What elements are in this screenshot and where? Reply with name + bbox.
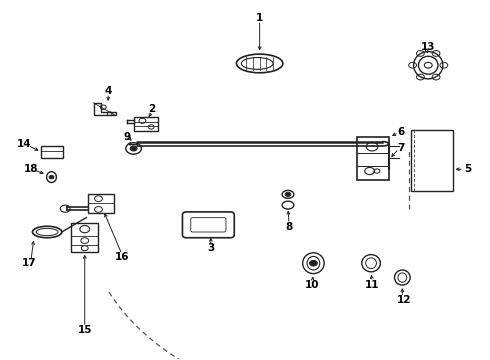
Text: 7: 7 [398,143,405,153]
Text: 11: 11 [365,280,379,290]
Text: 18: 18 [24,164,38,174]
Circle shape [130,146,137,151]
Text: 10: 10 [305,280,319,290]
Text: 15: 15 [77,325,92,335]
Text: 3: 3 [207,243,215,253]
Text: 4: 4 [104,86,112,96]
Text: 17: 17 [22,258,36,268]
Text: 14: 14 [17,139,31,149]
Text: 9: 9 [123,132,130,142]
Text: 1: 1 [256,13,263,23]
Text: 12: 12 [396,295,411,305]
Text: 16: 16 [115,252,129,262]
Text: 8: 8 [285,222,293,231]
Text: 13: 13 [421,42,436,52]
Text: 6: 6 [398,127,405,136]
Bar [411,130,453,191]
Text: 5: 5 [464,164,471,174]
Circle shape [49,175,54,179]
Circle shape [310,260,318,266]
Text: 2: 2 [148,104,156,114]
Circle shape [285,192,291,197]
